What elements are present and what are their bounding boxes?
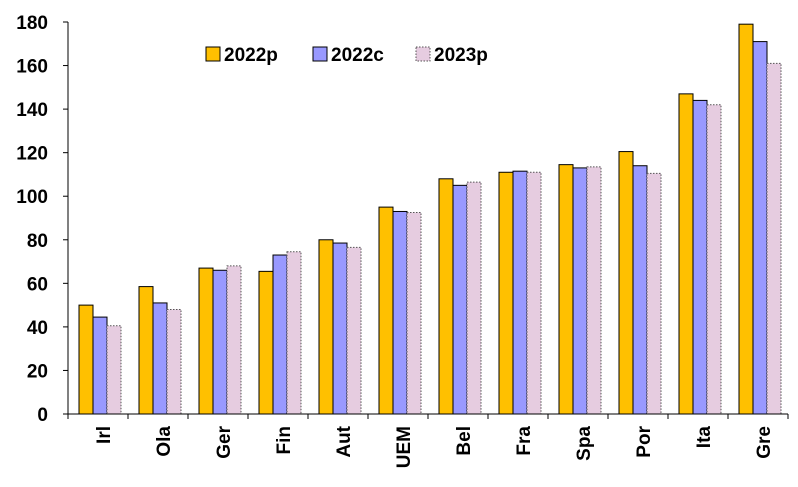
bar-2023p-Bel xyxy=(466,181,482,415)
bar-2022c-Gre xyxy=(752,41,768,415)
bar-2023p-Fin xyxy=(286,251,302,415)
bar-2022c-Bel xyxy=(452,184,468,415)
bar-2022c-UEM xyxy=(392,210,408,415)
bar-2023p-Spa xyxy=(586,166,602,415)
bar-series xyxy=(78,23,782,415)
x-tick-label: Ola xyxy=(154,426,175,457)
x-tick-label: Por xyxy=(634,425,655,457)
bar-2022p-Ger xyxy=(198,267,214,415)
x-tick-label: Fra xyxy=(514,426,535,456)
y-tick-label: 60 xyxy=(27,274,48,295)
bar-2022c-Fra xyxy=(512,170,528,415)
bar-2022c-Spa xyxy=(572,167,588,415)
bar-2022p-Irl xyxy=(78,304,94,415)
legend-swatch xyxy=(415,46,431,62)
bar-2022c-Ita xyxy=(692,99,708,415)
bar-2023p-Ger xyxy=(226,265,242,415)
y-axis-ticks: 0 20 40 60 80 100 120 140 160 180 xyxy=(16,13,68,426)
bar-2022p-Aut xyxy=(318,239,334,415)
bar-2023p-Irl xyxy=(106,325,122,415)
y-tick-label: 120 xyxy=(16,144,48,165)
y-tick-label: 80 xyxy=(27,231,48,252)
x-tick-label: Ger xyxy=(214,425,235,458)
y-tick-label: 180 xyxy=(16,13,48,34)
bar-2022p-Bel xyxy=(438,178,454,415)
bar-2022p-Fin xyxy=(258,270,274,415)
bar-2022c-Irl xyxy=(92,316,108,415)
y-tick-label: 40 xyxy=(27,318,48,339)
bar-2023p-Por xyxy=(646,172,662,415)
bar-2023p-Aut xyxy=(346,246,362,415)
legend-swatch xyxy=(312,46,328,62)
bar-2023p-Gre xyxy=(766,62,782,415)
bar-2022c-Fin xyxy=(272,254,288,415)
bar-2022p-Gre xyxy=(738,23,754,415)
x-tick-label: Irl xyxy=(94,426,115,444)
y-tick-label: 20 xyxy=(27,361,48,382)
x-axis-ticks: Irl Ola Ger Fin Aut UEM Bel Fra Spa Por Ita Gre xyxy=(67,414,789,468)
bar-2022p-UEM xyxy=(378,206,394,415)
y-tick-label: 0 xyxy=(37,405,48,426)
bar-2022c-Aut xyxy=(332,242,348,415)
bar-2023p-Ola xyxy=(166,308,182,415)
y-tick-label: 100 xyxy=(16,187,48,208)
bar-2023p-Fra xyxy=(526,171,542,415)
x-tick-label: Ita xyxy=(694,426,715,449)
x-tick-label: Aut xyxy=(334,425,355,457)
y-tick-label: 160 xyxy=(16,57,48,78)
bar-2023p-Ita xyxy=(706,104,722,415)
legend-label: 2022p xyxy=(224,45,278,66)
x-tick-label: Fin xyxy=(274,426,295,455)
bar-2022c-Ola xyxy=(152,302,168,415)
legend-label: 2023p xyxy=(434,45,488,66)
bar-2022c-Ger xyxy=(212,269,228,415)
legend-label: 2022c xyxy=(331,45,384,66)
legend: 2022p 2022c 2023p xyxy=(205,45,488,66)
x-tick-label: Gre xyxy=(754,426,775,459)
y-tick-label: 140 xyxy=(16,100,48,121)
bar-2022p-Por xyxy=(618,151,634,415)
bar-2022p-Spa xyxy=(558,164,574,415)
x-tick-label: Spa xyxy=(574,426,595,461)
bar-2022p-Ita xyxy=(678,93,694,415)
x-tick-label: UEM xyxy=(394,426,415,468)
x-tick-label: Bel xyxy=(454,426,475,456)
bar-2022p-Ola xyxy=(138,286,154,415)
bar-2022c-Por xyxy=(632,165,648,415)
bar-2022p-Fra xyxy=(498,171,514,415)
bar-2023p-UEM xyxy=(406,212,422,415)
legend-swatch xyxy=(205,46,221,62)
